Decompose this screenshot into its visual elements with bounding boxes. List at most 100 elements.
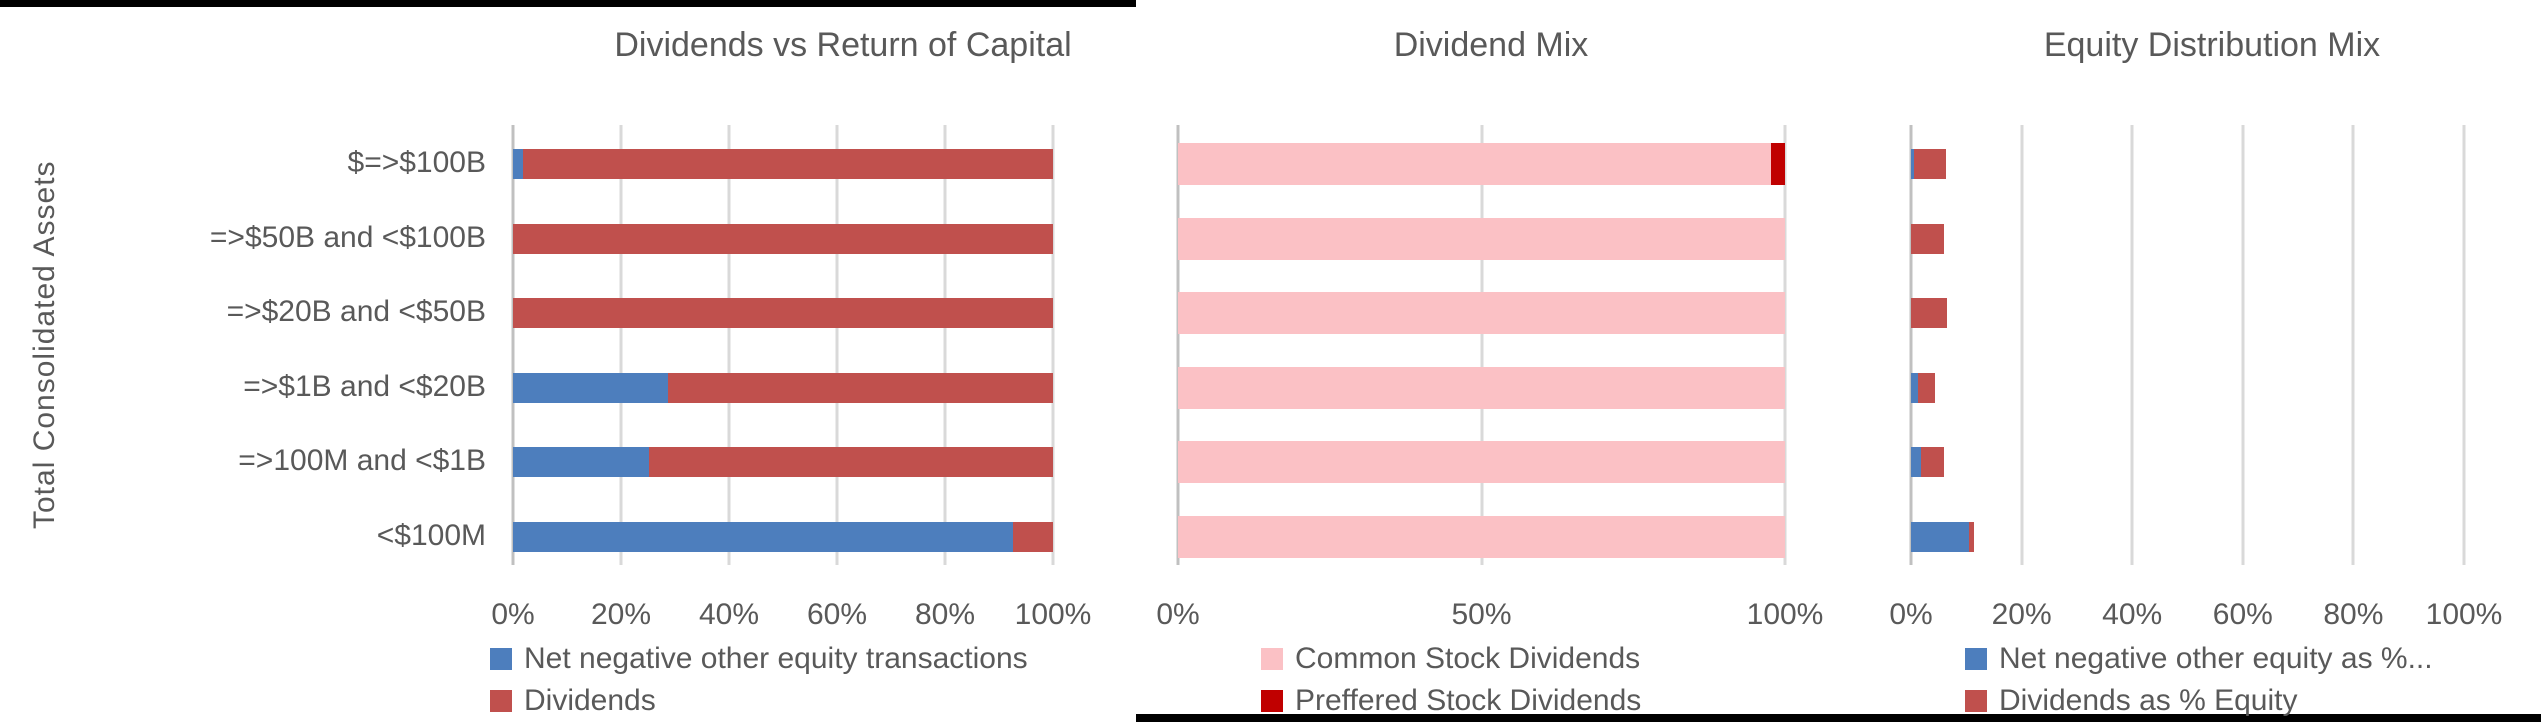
bar-row — [513, 298, 1053, 329]
bar-row — [1911, 522, 2464, 552]
legend-swatch-red — [490, 689, 512, 712]
category-label: $=>$100B — [347, 146, 486, 179]
plot-area — [1909, 125, 2466, 565]
bar-segment — [1178, 366, 1785, 409]
bar-row — [513, 223, 1053, 254]
axis-line — [1176, 125, 1180, 565]
category-label: =>$1B and <$20B — [243, 369, 486, 403]
gridline — [835, 125, 839, 565]
legend-label: Dividends — [524, 683, 656, 717]
x-tick-label: 20% — [590, 598, 652, 631]
bar-segment — [1178, 292, 1785, 335]
chart-title: Dividend Mix — [1393, 26, 1589, 64]
bar-row — [1178, 217, 1785, 260]
gridline — [943, 125, 947, 565]
x-tick-label: 80% — [914, 598, 976, 631]
chart-title: Dividends vs Return of Capital — [614, 26, 1072, 64]
plot-area — [511, 125, 1055, 565]
bar-segment — [1012, 522, 1053, 552]
bar-segment — [1911, 447, 1921, 478]
x-tick-label: 40% — [2102, 598, 2163, 631]
x-tick-label: 0% — [491, 598, 535, 631]
bar-segment — [1771, 143, 1785, 185]
x-tick-label: 0% — [1889, 598, 1933, 631]
gridline — [2241, 125, 2245, 565]
gridline — [2351, 125, 2355, 565]
category-axis-labels: $=>$100B =>$50B and <$100B =>$20B and <$50… — [0, 125, 486, 565]
bar-segment — [649, 447, 1053, 478]
bar-segment — [513, 447, 650, 478]
gridline — [619, 125, 623, 565]
plot-area — [1176, 125, 1787, 565]
legend-swatch-red — [1965, 689, 1987, 712]
bar-segment — [1918, 372, 1935, 403]
legend-label: Dividends as % Equity — [1999, 683, 2298, 717]
chart-title: Equity Distribution Mix — [2043, 26, 2381, 64]
category-label: =>$20B and <$50B — [226, 295, 486, 329]
top-border-rule — [0, 0, 1136, 7]
bar-segment — [1911, 372, 1919, 403]
bar-row — [513, 447, 1053, 478]
bar-segment — [1911, 149, 1914, 179]
bar-row — [1178, 366, 1785, 409]
bar-row — [1178, 292, 1785, 335]
bar-segment — [1913, 149, 1946, 179]
x-tick-label: 80% — [2323, 598, 2384, 631]
x-axis-tick-labels: 0% 50% 100% — [1156, 598, 1823, 634]
legend: Common Stock Dividends Preffered Stock D… — [1261, 642, 1641, 717]
x-tick-label: 100% — [1746, 598, 1824, 631]
gridline — [2020, 125, 2024, 565]
bar-segment — [513, 372, 668, 403]
legend-item: Common Stock Dividends — [1261, 642, 1641, 675]
bar-segment — [1911, 223, 1944, 254]
legend-swatch-pink — [1261, 647, 1283, 670]
x-tick-label: 60% — [2212, 598, 2273, 631]
category-label: =>100M and <$1B — [238, 444, 486, 478]
bar-segment — [667, 372, 1053, 403]
legend: Net negative other equity transactions D… — [490, 642, 1028, 717]
bar-segment — [1911, 298, 1947, 329]
legend-label: Net negative other equity transactions — [524, 641, 1028, 675]
bar-row — [1911, 149, 2464, 179]
bar-segment — [1178, 516, 1785, 558]
x-axis-tick-labels: 0% 20% 40% 60% 80% 100% — [491, 598, 1091, 634]
legend-item: Dividends — [490, 684, 1028, 717]
legend-item: Net negative other equity transactions — [490, 642, 1028, 675]
bar-segment — [1178, 441, 1785, 484]
bar-segment — [1911, 522, 1969, 552]
x-tick-label: 60% — [806, 598, 868, 631]
gridline — [2130, 125, 2134, 565]
x-axis-tick-labels: 0% 20% 40% 60% 80% 100% — [1889, 598, 2502, 634]
bar-segment — [1178, 217, 1785, 260]
gridline — [727, 125, 731, 565]
bar-row — [513, 522, 1053, 552]
bar-segment — [1920, 447, 1944, 478]
x-tick-label: 40% — [698, 598, 760, 631]
bottom-border-rule — [1136, 714, 2541, 722]
category-label: <$100M — [376, 519, 486, 552]
x-tick-label: 100% — [2425, 598, 2503, 631]
gridline — [2462, 125, 2466, 565]
bar-segment — [1178, 143, 1772, 185]
bar-row — [1178, 516, 1785, 558]
legend-label: Net negative other equity as %... — [1999, 641, 2433, 675]
bar-segment — [513, 149, 523, 179]
bar-segment — [1968, 522, 1975, 552]
legend-label: Preffered Stock Dividends — [1295, 683, 1642, 717]
legend-swatch-blue — [490, 647, 512, 670]
legend-item: Dividends as % Equity — [1965, 684, 2433, 717]
bar-row — [513, 372, 1053, 403]
x-tick-label: 20% — [1991, 598, 2052, 631]
legend-item: Net negative other equity as %... — [1965, 642, 2433, 675]
bar-segment — [513, 522, 1013, 552]
gridline — [1783, 125, 1787, 565]
legend-swatch-darkred — [1261, 689, 1283, 712]
x-tick-label: 0% — [1156, 598, 1200, 631]
bar-row — [1911, 223, 2464, 254]
category-label: =>$50B and <$100B — [209, 220, 486, 254]
axis-line — [511, 125, 515, 565]
bar-row — [513, 149, 1053, 179]
legend: Net negative other equity as %... Divide… — [1965, 642, 2433, 717]
x-tick-label: 100% — [1014, 598, 1092, 631]
gridline — [1051, 125, 1055, 565]
